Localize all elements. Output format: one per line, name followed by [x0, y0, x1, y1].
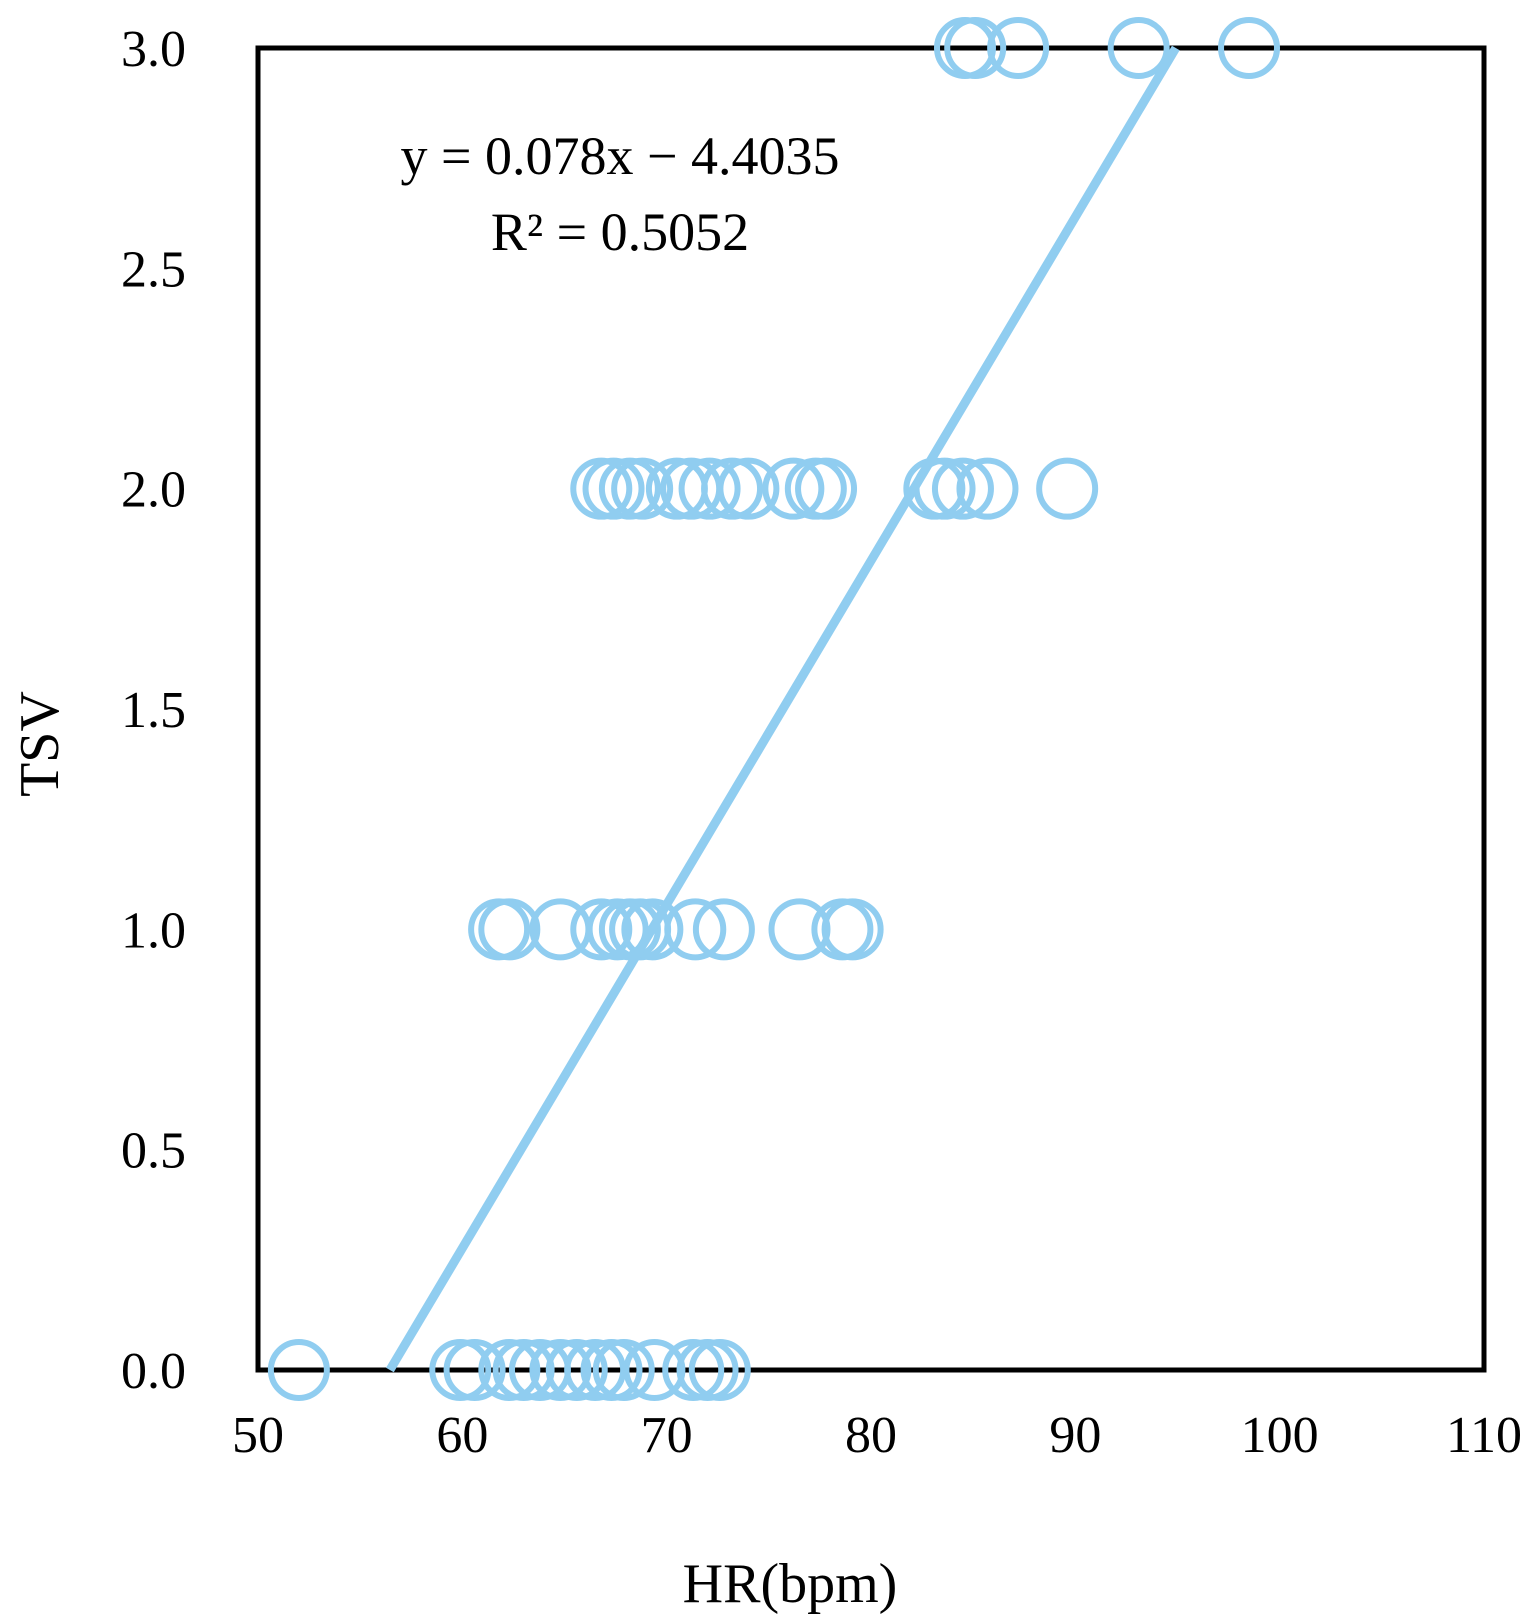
data-point: [762, 457, 825, 520]
trendline-r2: R² = 0.5052: [491, 202, 749, 262]
data-point: [429, 1339, 492, 1401]
data-point: [611, 457, 674, 520]
data-point: [692, 898, 755, 961]
x-tick-label: 80: [845, 1407, 897, 1464]
plot-frame: [255, 45, 1487, 1373]
data-point: [267, 1339, 330, 1401]
y-tick-label: 3.0: [121, 21, 186, 78]
y-tick-label: 1.0: [121, 902, 186, 959]
y-axis-title: TSV: [9, 691, 71, 797]
x-axis-title: HR(bpm): [683, 1553, 898, 1615]
data-point: [944, 17, 1007, 79]
x-tick-labels: 50 60 70 80 90 100 110: [232, 1407, 1522, 1464]
y-tick-label: 2.5: [121, 241, 186, 298]
y-tick-label: 0.5: [121, 1123, 186, 1180]
data-point: [717, 457, 780, 520]
data-point: [931, 457, 994, 520]
data-point: [621, 898, 684, 961]
x-tick-label: 110: [1446, 1407, 1522, 1464]
data-point: [956, 457, 1019, 520]
data-point: [545, 1339, 608, 1401]
x-tick-label: 50: [232, 1407, 284, 1464]
data-points: [267, 17, 1281, 1401]
data-point: [478, 1339, 541, 1401]
y-tick-label: 2.0: [121, 462, 186, 519]
data-point: [701, 457, 764, 520]
data-point: [582, 457, 645, 520]
data-point: [987, 17, 1050, 79]
y-tick-label: 0.0: [121, 1343, 186, 1400]
x-tick-label: 100: [1241, 1407, 1319, 1464]
y-tick-label: 1.5: [121, 682, 186, 739]
data-point: [1218, 17, 1281, 79]
x-tick-label: 90: [1049, 1407, 1101, 1464]
data-point: [529, 1339, 592, 1401]
data-point: [664, 898, 727, 961]
x-tick-label: 60: [436, 1407, 488, 1464]
data-point: [564, 1339, 627, 1401]
data-point: [1107, 17, 1170, 79]
data-point: [821, 898, 884, 961]
x-tick-label: 70: [641, 1407, 693, 1464]
data-point: [478, 898, 541, 961]
data-point: [592, 1339, 655, 1401]
data-point: [443, 1339, 506, 1401]
data-point: [795, 457, 858, 520]
data-point: [678, 457, 741, 520]
y-tick-labels: 0.0 0.5 1.0 1.5 2.0 2.5 3.0: [121, 21, 186, 1400]
data-point: [662, 1339, 725, 1401]
trendline: [386, 45, 1180, 1373]
trendline-equation: y = 0.078x − 4.4035: [401, 126, 840, 186]
data-point: [570, 898, 633, 961]
data-point: [688, 1339, 751, 1401]
data-point: [1036, 457, 1099, 520]
